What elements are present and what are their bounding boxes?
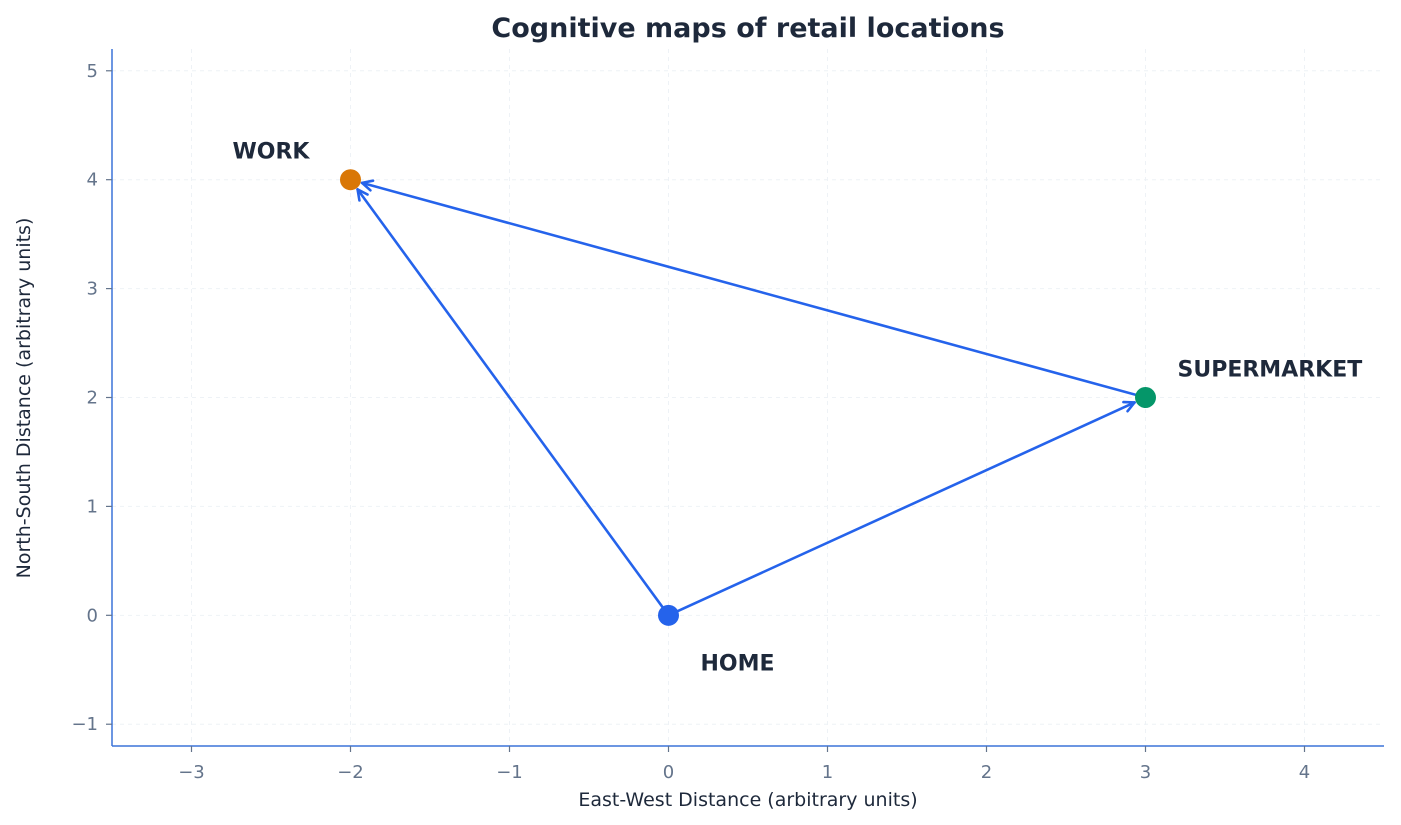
y-tick-label: 3 xyxy=(87,279,98,300)
x-tick-label: −2 xyxy=(337,762,364,783)
y-tick-label: 4 xyxy=(87,170,98,191)
arrow-head xyxy=(360,179,375,192)
point-home xyxy=(658,604,679,626)
y-tick-label: −1 xyxy=(71,714,98,735)
y-tick-label: 2 xyxy=(87,388,98,409)
x-tick-label: 1 xyxy=(822,762,833,783)
point-supermarket xyxy=(1135,387,1156,408)
grid xyxy=(112,49,1384,746)
x-tick-label: −3 xyxy=(178,762,205,783)
x-tick-label: 0 xyxy=(663,762,674,783)
x-tick-label: 4 xyxy=(1299,762,1310,783)
arrows xyxy=(356,179,1147,617)
arrow-line xyxy=(360,181,1147,399)
point-work xyxy=(340,169,361,191)
y-tick-label: 5 xyxy=(87,61,98,82)
arrow-head xyxy=(1122,400,1136,413)
arrow-home-to-work xyxy=(356,188,670,617)
label-work: WORK xyxy=(233,140,311,165)
y-tick-label: 0 xyxy=(87,605,98,626)
arrow-line xyxy=(356,188,670,617)
arrow-supermarket-to-work xyxy=(360,179,1147,399)
arrow-line xyxy=(667,401,1136,617)
chart-title: Cognitive maps of retail locations xyxy=(491,13,1004,44)
x-axis-label: East-West Distance (arbitrary units) xyxy=(578,789,917,811)
y-axis-label: North-South Distance (arbitrary units) xyxy=(13,218,35,579)
x-tick-label: 3 xyxy=(1140,762,1151,783)
arrow-head xyxy=(356,188,369,202)
points xyxy=(340,169,1156,626)
y-ticks: −1 0 1 2 3 4 5 xyxy=(71,61,112,735)
y-tick-label: 1 xyxy=(87,496,98,517)
label-supermarket: SUPERMARKET xyxy=(1178,358,1363,383)
point-labels: HOME WORK SUPERMARKET xyxy=(233,140,1363,677)
x-tick-label: −1 xyxy=(496,762,523,783)
x-ticks: −3 −2 −1 0 1 2 3 4 xyxy=(178,746,1310,783)
x-tick-label: 2 xyxy=(981,762,992,783)
arrow-home-to-supermarket xyxy=(667,400,1136,617)
label-home: HOME xyxy=(701,651,775,676)
